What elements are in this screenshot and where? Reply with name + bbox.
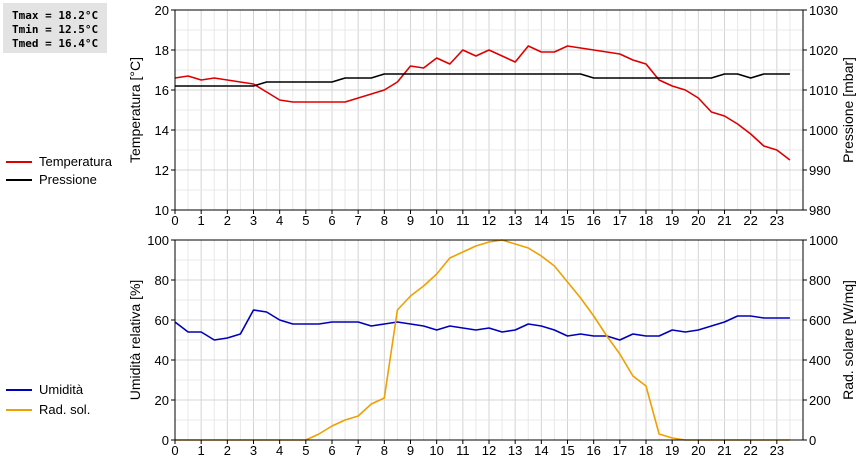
y2-tick-label: 1020: [809, 43, 838, 58]
legend-label-umidita: Umidità: [39, 382, 84, 397]
x-tick-label: 21: [717, 443, 731, 458]
x-tick-label: 16: [586, 443, 600, 458]
y2-tick-label: 980: [809, 203, 831, 218]
x-tick-label: 16: [586, 213, 600, 228]
x-tick-label: 18: [639, 213, 653, 228]
y-tick-label: 20: [155, 3, 169, 18]
x-tick-label: 15: [560, 443, 574, 458]
y2-axis-label: Pressione [mbar]: [840, 57, 856, 163]
series-line-pressione: [175, 73, 790, 87]
x-tick-label: 22: [743, 213, 757, 228]
x-tick-label: 9: [407, 443, 414, 458]
y2-tick-label: 600: [809, 313, 831, 328]
x-tick-label: 12: [482, 443, 496, 458]
x-tick-label: 6: [328, 213, 335, 228]
y-tick-label: 12: [155, 163, 169, 178]
y2-tick-label: 1030: [809, 3, 838, 18]
series-line-temperatura: [174, 45, 791, 161]
x-tick-label: 22: [743, 443, 757, 458]
y-axis-label: Umidità relativa [%]: [127, 280, 143, 401]
legend-label-temperatura: Temperatura: [39, 154, 112, 169]
x-tick-label: 20: [691, 443, 705, 458]
x-tick-label: 8: [381, 443, 388, 458]
x-tick-label: 15: [560, 213, 574, 228]
x-tick-label: 9: [407, 213, 414, 228]
y-tick-label: 16: [155, 83, 169, 98]
x-tick-label: 5: [302, 213, 309, 228]
x-tick-label: 18: [639, 443, 653, 458]
legend-swatch-pressione: [6, 179, 32, 181]
stats-box: Tmax = 18.2°C Tmin = 12.5°C Tmed = 16.4°…: [3, 3, 107, 53]
legend-label-rad-sol: Rad. sol.: [39, 402, 91, 417]
x-tick-label: 0: [171, 443, 178, 458]
y-tick-label: 10: [155, 203, 169, 218]
stats-tmax: Tmax = 18.2°C: [12, 9, 99, 22]
x-tick-label: 4: [276, 213, 283, 228]
x-tick-label: 17: [613, 443, 627, 458]
x-tick-label: 11: [456, 213, 470, 228]
legend-swatch-temperatura: [6, 161, 32, 163]
legend-swatch-umidita: [6, 389, 32, 391]
x-tick-label: 20: [691, 213, 705, 228]
x-tick-label: 7: [355, 213, 362, 228]
y-tick-label: 0: [162, 433, 169, 448]
y2-tick-label: 0: [809, 433, 816, 448]
series-line-umidit: [174, 309, 790, 341]
y-tick-label: 18: [155, 43, 169, 58]
y2-tick-label: 400: [809, 353, 831, 368]
x-tick-label: 2: [224, 443, 231, 458]
legend-swatch-rad-sol: [6, 409, 32, 411]
y-tick-label: 40: [155, 353, 169, 368]
x-tick-label: 6: [328, 443, 335, 458]
x-tick-label: 17: [613, 213, 627, 228]
x-tick-label: 13: [508, 443, 522, 458]
x-tick-label: 23: [770, 443, 784, 458]
y2-tick-label: 990: [809, 163, 831, 178]
x-tick-label: 13: [508, 213, 522, 228]
x-tick-label: 19: [665, 443, 679, 458]
x-tick-label: 23: [770, 213, 784, 228]
x-tick-label: 21: [717, 213, 731, 228]
y-tick-label: 14: [155, 123, 169, 138]
x-tick-label: 14: [534, 443, 548, 458]
y2-tick-label: 800: [809, 273, 831, 288]
x-tick-label: 0: [171, 213, 178, 228]
y-tick-label: 60: [155, 313, 169, 328]
y-tick-label: 20: [155, 393, 169, 408]
x-tick-label: 1: [198, 443, 205, 458]
legend-label-pressione: Pressione: [39, 172, 97, 187]
x-tick-label: 11: [456, 443, 470, 458]
y-axis-label: Temperatura [°C]: [127, 57, 143, 163]
x-tick-label: 2: [224, 213, 231, 228]
x-tick-label: 14: [534, 213, 548, 228]
y2-axis-label: Rad. solare [W/mq]: [840, 280, 856, 400]
x-tick-label: 10: [429, 443, 443, 458]
x-tick-label: 7: [355, 443, 362, 458]
x-tick-label: 1: [198, 213, 205, 228]
y2-tick-label: 1000: [809, 233, 838, 248]
x-tick-label: 3: [250, 443, 257, 458]
x-tick-label: 3: [250, 213, 257, 228]
x-tick-label: 5: [302, 443, 309, 458]
y2-tick-label: 1000: [809, 123, 838, 138]
x-tick-label: 4: [276, 443, 283, 458]
y-tick-label: 80: [155, 273, 169, 288]
y-tick-label: 100: [147, 233, 169, 248]
stats-tmed: Tmed = 16.4°C: [12, 37, 99, 50]
x-tick-label: 12: [482, 213, 496, 228]
y2-tick-label: 200: [809, 393, 831, 408]
x-tick-label: 19: [665, 213, 679, 228]
x-tick-label: 8: [381, 213, 388, 228]
y2-tick-label: 1010: [809, 83, 838, 98]
stats-tmin: Tmin = 12.5°C: [12, 23, 99, 36]
x-tick-label: 10: [429, 213, 443, 228]
